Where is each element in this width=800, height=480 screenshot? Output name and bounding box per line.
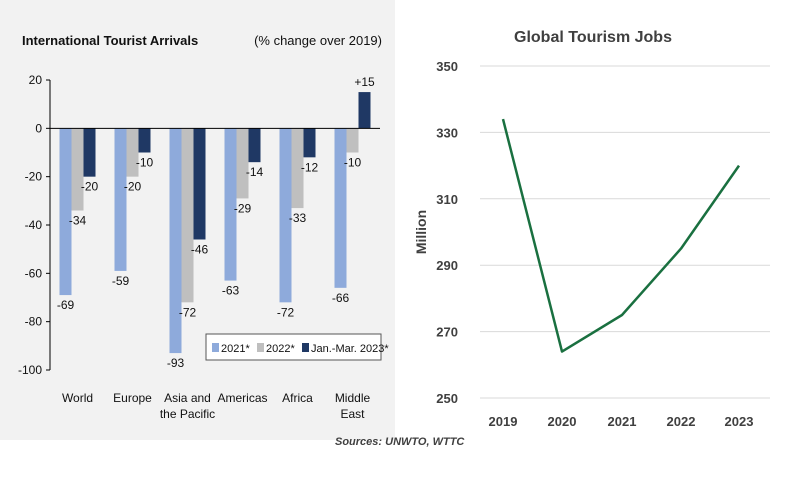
bar-value-label: -63 — [222, 284, 240, 298]
category-label: East — [340, 407, 365, 421]
x-tick-label: 2023 — [725, 414, 754, 429]
bar-value-label: -93 — [167, 356, 185, 370]
legend-label: 2021* — [221, 343, 250, 355]
x-tick-label: 2022 — [667, 414, 696, 429]
bar — [126, 128, 139, 177]
legend-swatch — [302, 343, 309, 352]
bar — [138, 128, 151, 153]
bar — [236, 128, 249, 199]
y-axis-label: Million — [413, 210, 429, 254]
x-tick-label: 2021 — [608, 414, 637, 429]
bar-value-label: -72 — [179, 305, 197, 319]
bar — [114, 128, 127, 271]
bar — [193, 128, 206, 240]
y-tick-label: 270 — [436, 325, 458, 340]
bar — [279, 128, 292, 303]
bar — [248, 128, 261, 163]
y-tick-label: -100 — [18, 363, 42, 377]
arrivals-chart-panel: International Tourist Arrivals (% change … — [0, 0, 395, 440]
bar — [59, 128, 72, 296]
bar — [181, 128, 194, 303]
legend-label: Jan.-Mar. 2023* — [311, 343, 389, 355]
bar-value-label: -10 — [136, 156, 154, 170]
y-tick-label: 310 — [436, 192, 458, 207]
legend-label: 2022* — [266, 343, 295, 355]
y-tick-label: 20 — [29, 73, 43, 87]
bar-value-label: -59 — [112, 274, 130, 288]
jobs-chart-panel: Global Tourism Jobs 250 270 290 310 330 350 Mil… — [400, 0, 800, 440]
bar-value-label: -72 — [277, 305, 295, 319]
bar-value-label: -33 — [289, 211, 307, 225]
category-label: Asia and — [164, 391, 211, 405]
x-tick-label: 2019 — [489, 414, 518, 429]
bar-value-label: -12 — [301, 160, 319, 174]
bar-value-label: -20 — [124, 180, 142, 194]
jobs-line-chart: Global Tourism Jobs 250 270 290 310 330 350 Mil… — [413, 29, 770, 429]
category-label: Africa — [282, 391, 313, 405]
bar-value-label: -34 — [69, 214, 87, 228]
legend-swatch — [257, 343, 264, 352]
y-tick-label: -80 — [25, 315, 43, 329]
bar-value-label: -46 — [191, 243, 209, 257]
legend-swatch — [212, 343, 219, 352]
bar — [291, 128, 304, 209]
bar-value-label: -69 — [57, 298, 75, 312]
x-tick-label: 2020 — [548, 414, 577, 429]
y-tick-label: 330 — [436, 125, 458, 140]
y-tick-label: 0 — [35, 121, 42, 135]
y-tick-label: -60 — [25, 266, 43, 280]
bar-value-label: -10 — [344, 156, 362, 170]
bar — [71, 128, 84, 211]
legend-box — [205, 333, 382, 361]
bar-value-label: -66 — [332, 291, 350, 305]
bar-value-label: -29 — [234, 201, 252, 215]
bar — [358, 92, 371, 129]
y-tick-label: 290 — [436, 258, 458, 273]
category-label: the Pacific — [160, 407, 215, 421]
category-label: World — [62, 391, 93, 405]
y-tick-label: 250 — [436, 391, 458, 406]
y-tick-label: -20 — [25, 170, 43, 184]
category-label: Middle — [335, 391, 371, 405]
bar — [224, 128, 237, 281]
bar — [334, 128, 347, 288]
bar — [346, 128, 359, 153]
source-note: Sources: UNWTO, WTTC — [335, 436, 465, 448]
bar-value-label: -20 — [81, 180, 99, 194]
chart-subtitle: (% change over 2019) — [254, 33, 382, 48]
chart-legend: 2021* 2022* Jan.-Mar. 2023* — [205, 333, 389, 361]
bar-value-label: -14 — [246, 165, 264, 179]
bar — [303, 128, 316, 158]
arrivals-bar-chart: International Tourist Arrivals (% change … — [18, 33, 389, 421]
bar — [169, 128, 182, 354]
chart-title: International Tourist Arrivals — [22, 33, 198, 48]
y-tick-label: -40 — [25, 218, 43, 232]
category-label: Europe — [113, 391, 152, 405]
bar — [83, 128, 96, 177]
chart-title: Global Tourism Jobs — [514, 29, 672, 46]
series-line — [501, 118, 741, 353]
y-tick-label: 350 — [436, 59, 458, 74]
bar-value-label: +15 — [354, 75, 375, 89]
category-label: Americas — [217, 391, 267, 405]
